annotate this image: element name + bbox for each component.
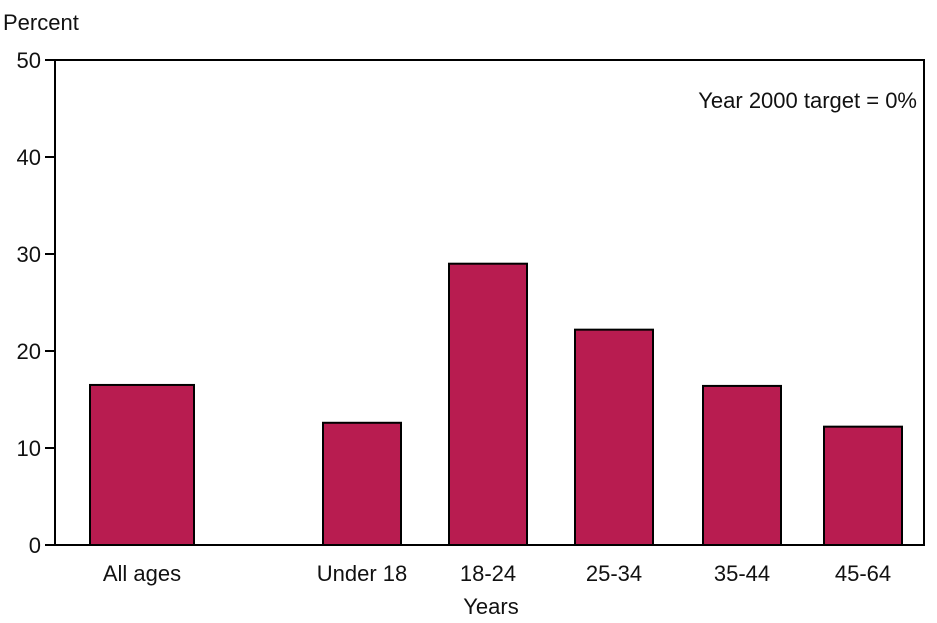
bar-35-44	[702, 384, 782, 547]
x-axis-labels: All ages Under 18 18-24 25-34 35-44 45-64	[103, 561, 891, 586]
bar-25-34	[574, 328, 654, 546]
y-tick-label: 0	[29, 533, 41, 558]
x-category-label: 18-24	[460, 561, 516, 586]
y-tick-label: 30	[17, 242, 41, 267]
target-annotation: Year 2000 target = 0%	[698, 88, 917, 113]
bars-group	[89, 262, 903, 547]
bar-under-18	[322, 421, 402, 546]
y-tick-label: 10	[17, 436, 41, 461]
x-category-label: All ages	[103, 561, 181, 586]
bar-45-64	[823, 425, 903, 546]
y-tick-label: 40	[17, 145, 41, 170]
y-axis-label: Percent	[3, 10, 79, 35]
y-tick-label: 50	[17, 48, 41, 73]
y-tick-label: 20	[17, 339, 41, 364]
x-category-label: 25-34	[586, 561, 642, 586]
bar-18-24	[448, 262, 528, 546]
x-axis-label: Years	[463, 594, 518, 619]
bar-all-ages	[89, 383, 195, 547]
y-axis-ticks: 0 10 20 30 40 50	[17, 48, 55, 558]
x-category-label: 35-44	[714, 561, 770, 586]
x-category-label: Under 18	[317, 561, 408, 586]
x-category-label: 45-64	[835, 561, 891, 586]
